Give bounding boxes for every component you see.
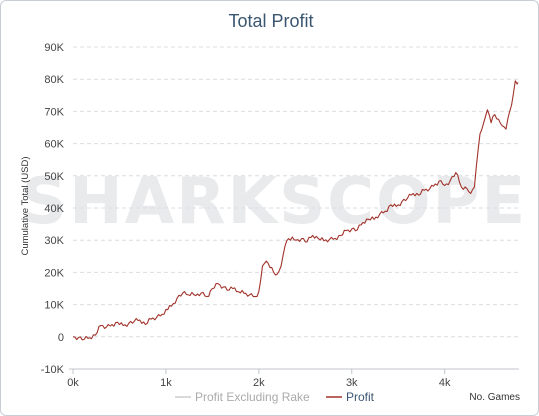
y-tick-label: 50K (44, 171, 64, 183)
y-axis-label: Cumulative Total (USD) (20, 156, 31, 255)
grid-lines (73, 46, 519, 338)
x-axis-label: No. Games (469, 392, 520, 403)
x-axis-ticks: 0k 1k 2k 3k 4k (67, 369, 451, 389)
y-axis-ticks: -10K 0 10K 20K 30K 40K 50K 60K 70K 80K 90K (41, 42, 65, 376)
y-tick-label: 0 (58, 332, 64, 344)
x-tick-label: 4k (439, 377, 451, 389)
x-tick-label: 3k (346, 377, 358, 389)
legend-item-profit[interactable]: Profit (346, 390, 375, 404)
series-line-profit[interactable] (72, 80, 519, 341)
legend-item-profit-excluding-rake[interactable]: Profit Excluding Rake (195, 390, 310, 404)
legend[interactable]: Profit Excluding Rake Profit (175, 390, 375, 404)
y-tick-label: 70K (44, 106, 64, 118)
y-tick-label: 80K (44, 74, 64, 86)
y-tick-label: 20K (44, 267, 64, 279)
y-tick-label: 60K (44, 139, 64, 151)
sharkscope-watermark: SHARKSCOPE (21, 165, 527, 239)
y-tick-label: 40K (44, 203, 64, 215)
series-group (72, 80, 519, 341)
y-tick-label: 90K (44, 42, 64, 54)
x-tick-label: 0k (67, 377, 79, 389)
y-tick-label: 10K (44, 300, 64, 312)
y-tick-label: 30K (44, 235, 64, 247)
chart-title: Total Profit (228, 11, 313, 31)
y-tick-label: -10K (41, 364, 65, 376)
x-tick-label: 2k (253, 377, 265, 389)
x-tick-label: 1k (160, 377, 172, 389)
